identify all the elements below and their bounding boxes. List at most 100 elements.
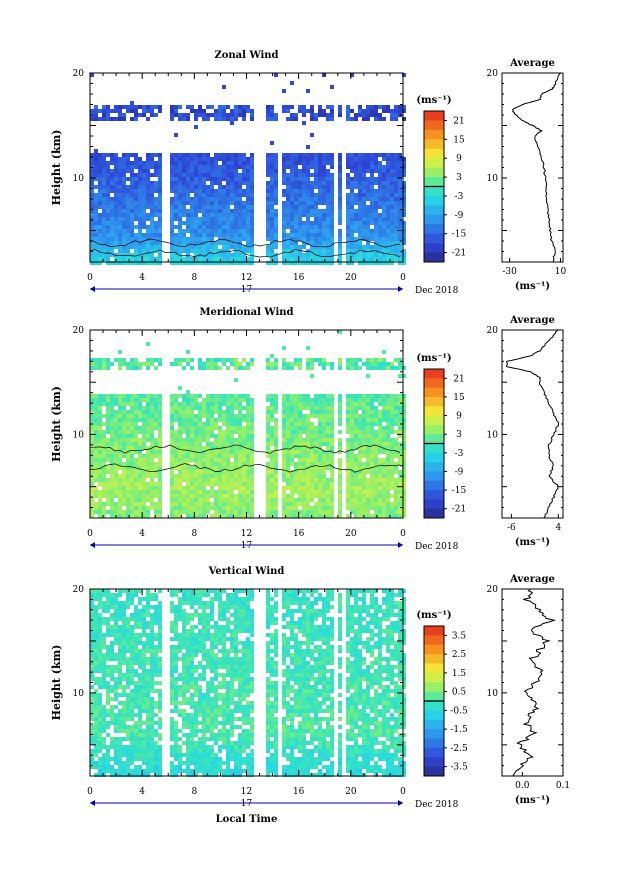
colorbar: 21 15 9 3 -3 -9 -15 -21 (ms⁻¹) [416, 353, 467, 519]
colorbar-tick-label: -3 [455, 192, 464, 202]
colorbar: 3.5 2.5 1.5 0.5 -0.5 -1.5 -2.5 -3.5 (ms⁻¹) [416, 610, 468, 777]
month-label: Dec 2018 [415, 542, 459, 552]
x-tick-label: 0 [400, 273, 406, 283]
month-label: Dec 2018 [415, 286, 459, 296]
average-y-tick-label: 10 [487, 174, 499, 184]
y-tick-label: 20 [73, 585, 85, 595]
average-line [506, 329, 560, 519]
colorbar-tick-label: 15 [453, 135, 465, 145]
x-tick-label: 4 [139, 529, 145, 539]
x-ticks [89, 589, 404, 776]
colorbar-tick-label: -3 [455, 449, 464, 459]
x-tick-label: 0 [400, 787, 406, 797]
panel-title: Vertical Wind [208, 566, 285, 577]
colorbar-tick-label: -9 [455, 467, 464, 477]
x-tick-label: 8 [191, 787, 197, 797]
colorbar-tick-label: -2.5 [450, 744, 468, 754]
average-profile: Average 20 10 0.0 0.1 (ms⁻¹) [487, 574, 571, 806]
average-x-unit: (ms⁻¹) [515, 281, 550, 292]
colorbar-tick-label: -15 [452, 230, 467, 240]
average-x-unit: (ms⁻¹) [515, 795, 550, 806]
zero-contour [89, 444, 401, 473]
y-ticks [90, 329, 403, 519]
panel-title: Zonal Wind [214, 50, 278, 61]
y-tick-label: 10 [73, 430, 85, 440]
colorbar-tick-label: 3 [456, 430, 462, 440]
average-x-tick-label: 10 [555, 267, 567, 277]
heatmap-cells [90, 73, 406, 265]
colorbar-unit: (ms⁻¹) [416, 95, 451, 106]
colorbar-tick-label: 9 [456, 412, 462, 422]
panel-2: Meridional Wind 0 4 8 12 16 20 0 20 10 Height (km)… [50, 307, 564, 552]
average-line [512, 72, 561, 263]
x-tick-label: 16 [293, 273, 305, 283]
zero-contour [89, 238, 401, 258]
x-axis-label: Local Time [216, 814, 278, 825]
colorbar-tick-label: -9 [455, 211, 464, 221]
panel-1: Zonal Wind 0 4 8 12 16 20 0 20 10 Height (km) 17 Dec… [50, 50, 566, 296]
colorbar-tick-label: 21 [453, 116, 464, 126]
x-ticks [89, 330, 404, 518]
colorbar-tick-label: 2.5 [452, 650, 467, 660]
x-tick-label: 20 [345, 273, 357, 283]
colorbar-tick-label: -3.5 [450, 763, 468, 773]
x-tick-label: 0 [400, 529, 406, 539]
average-x-unit: (ms⁻¹) [515, 537, 550, 548]
y-tick-label: 10 [73, 689, 85, 699]
heatmap-cells [90, 589, 406, 777]
average-x-tick-label: -30 [502, 267, 517, 277]
x-tick-label: 16 [293, 787, 305, 797]
x-tick-label: 20 [345, 787, 357, 797]
panel-3: Vertical Wind 0 4 8 12 16 20 0 20 10 Height (km) 17… [50, 566, 570, 810]
x-tick-label: 4 [139, 273, 145, 283]
x-tick-label: 0 [87, 787, 93, 797]
average-line [512, 588, 557, 777]
colorbar-tick-label: -0.5 [450, 706, 468, 716]
x-tick-label: 8 [191, 273, 197, 283]
average-y-tick-label: 20 [487, 69, 499, 79]
colorbar-tick-label: -1.5 [450, 725, 468, 735]
x-tick-label: 20 [345, 529, 357, 539]
colorbar-tick-label: -15 [452, 486, 467, 496]
x-tick-label: 12 [241, 273, 252, 283]
colorbar-tick-label: -21 [452, 249, 467, 259]
average-x-tick-label: 4 [555, 523, 561, 533]
x-ticks [89, 73, 404, 262]
y-ticks [90, 72, 403, 263]
average-title: Average [509, 58, 555, 69]
average-profile: Average 20 10 -6 4 (ms⁻¹) [487, 315, 564, 548]
y-tick-label: 20 [73, 69, 85, 79]
day-label: 17 [241, 541, 253, 551]
average-x-tick-label: -6 [507, 523, 516, 533]
colorbar: 21 15 9 3 -3 -9 -15 -21 (ms⁻¹) [416, 95, 467, 263]
y-tick-label: 10 [73, 174, 85, 184]
colorbar-tick-label: -21 [452, 505, 467, 515]
colorbar-unit: (ms⁻¹) [416, 353, 451, 364]
colorbar-tick-label: 21 [453, 374, 464, 384]
day-bar [90, 286, 403, 292]
average-y-tick-label: 20 [487, 326, 499, 336]
y-ticks [90, 588, 403, 777]
day-label: 17 [241, 285, 253, 295]
x-tick-label: 4 [139, 787, 145, 797]
average-title: Average [509, 574, 555, 585]
colorbar-tick-label: 3.5 [452, 631, 467, 641]
average-profile: Average 20 10 -30 10 (ms⁻¹) [487, 58, 567, 292]
panel-title: Meridional Wind [199, 307, 293, 318]
average-y-tick-label: 10 [487, 430, 499, 440]
month-label: Dec 2018 [415, 800, 459, 810]
x-tick-label: 8 [191, 529, 197, 539]
day-bar [90, 542, 403, 548]
average-x-tick-label: 0.0 [515, 781, 530, 791]
y-axis-label: Height (km) [50, 386, 63, 462]
average-y-tick-label: 10 [487, 689, 499, 699]
x-tick-label: 12 [241, 529, 252, 539]
day-bar [90, 800, 403, 806]
x-tick-label: 0 [87, 529, 93, 539]
colorbar-tick-label: 3 [456, 173, 462, 183]
x-tick-label: 0 [87, 273, 93, 283]
colorbar-tick-label: 1.5 [452, 669, 467, 679]
x-tick-label: 12 [241, 787, 252, 797]
y-axis-label: Height (km) [50, 645, 63, 721]
